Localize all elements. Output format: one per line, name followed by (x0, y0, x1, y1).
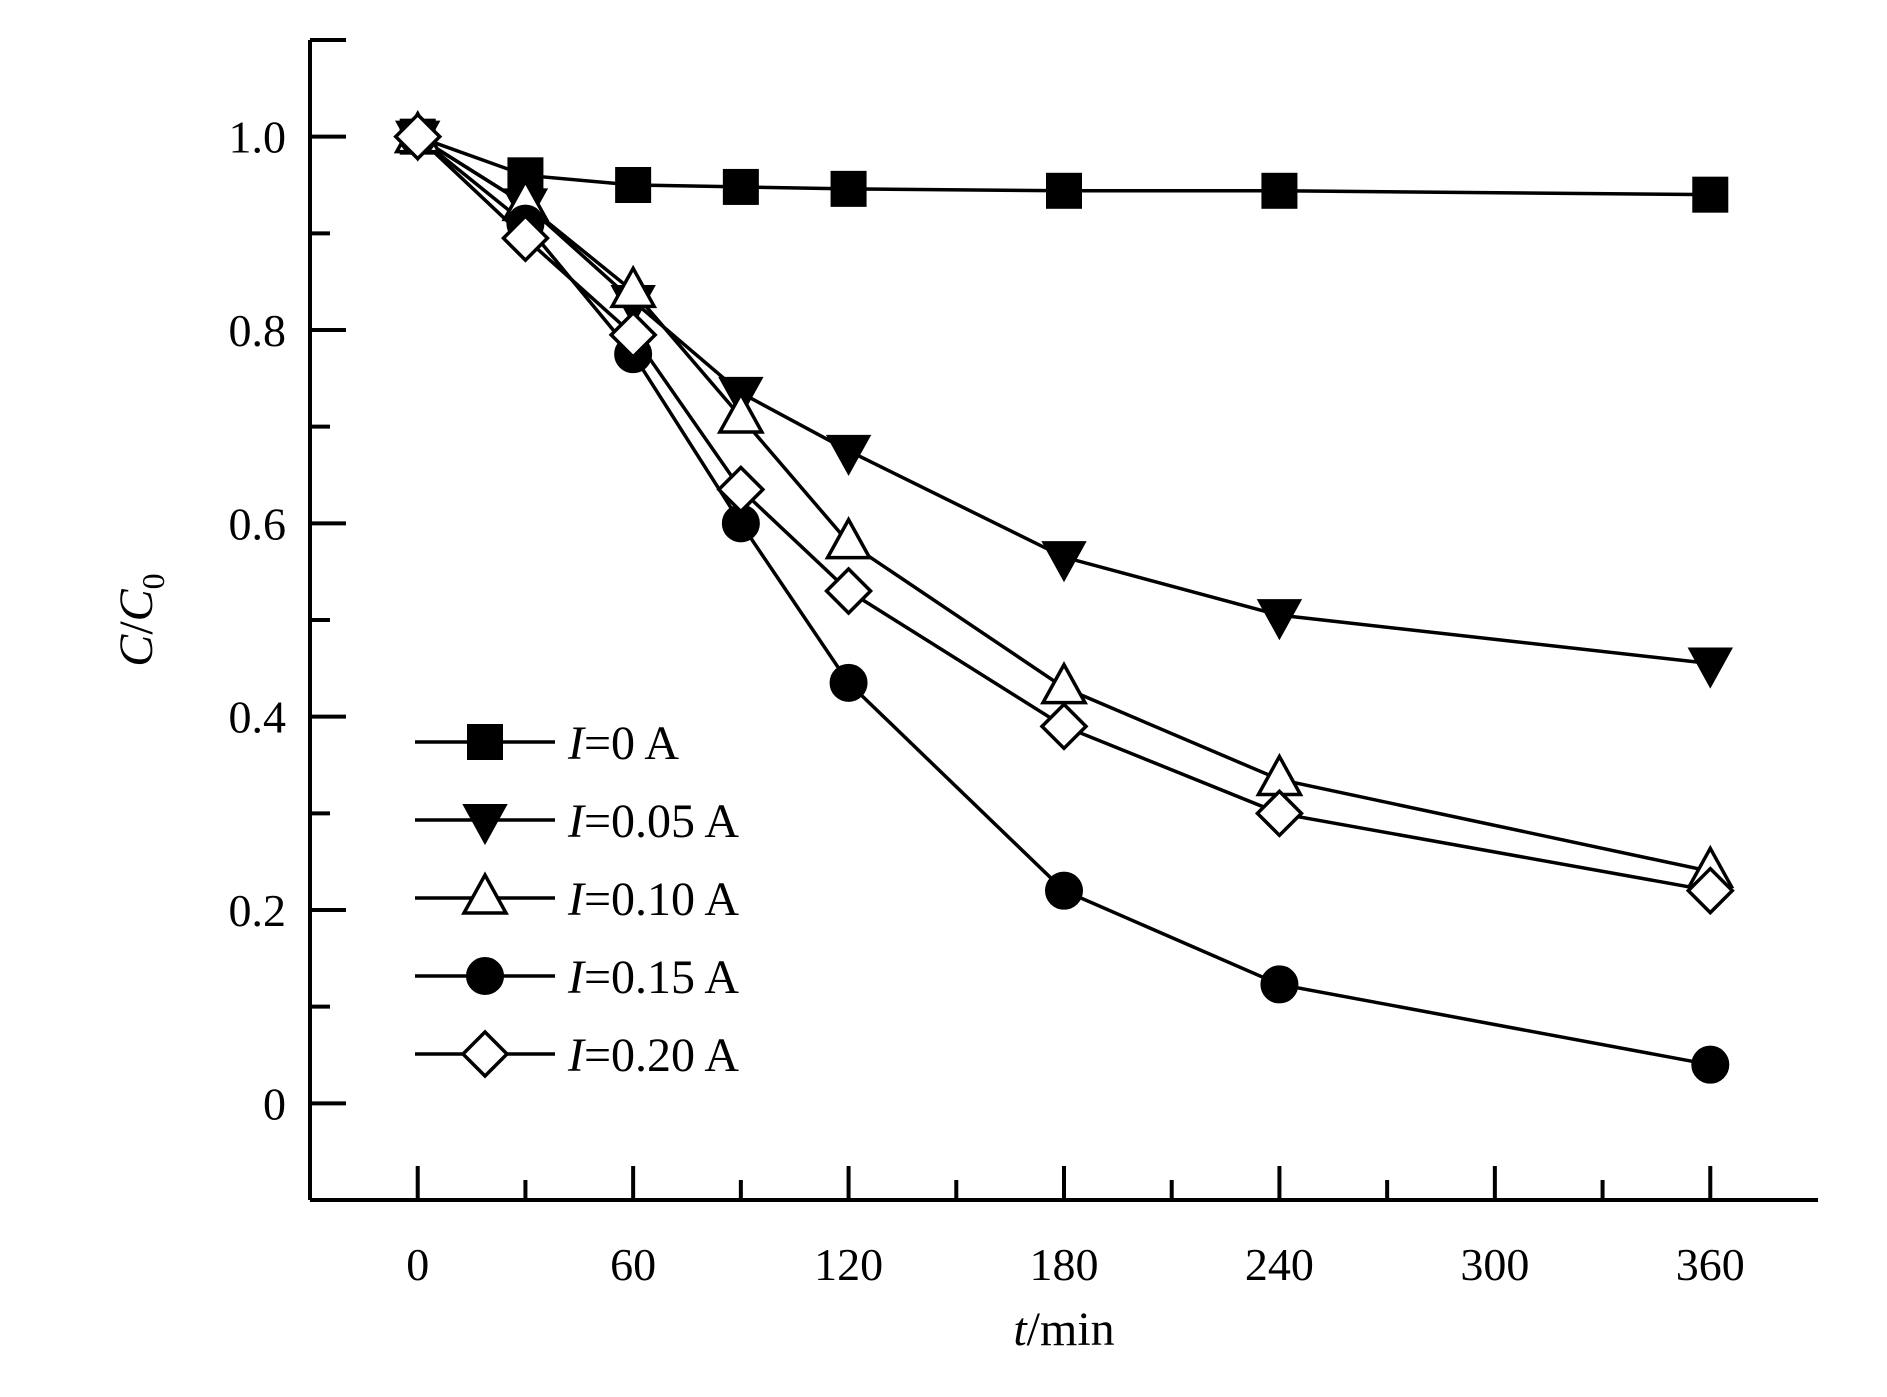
legend-label: I=0.10 A (567, 873, 739, 926)
data-point-series-4 (1039, 701, 1089, 751)
x-tick-label: 300 (1460, 1239, 1529, 1290)
data-point-series-4 (608, 310, 658, 360)
data-point-series-0 (830, 170, 867, 207)
data-point-series-2 (716, 390, 765, 434)
data-point-series-0 (1261, 172, 1298, 209)
y-axis-title: C/C0 (110, 573, 171, 666)
data-point-series-2 (1255, 752, 1304, 797)
series-line-1 (416, 135, 1711, 666)
series-group (393, 110, 1735, 1084)
data-point-series-3 (1691, 1045, 1730, 1084)
x-tick-label: 120 (814, 1239, 883, 1290)
data-point-series-2 (609, 264, 658, 309)
legend-marker (467, 724, 503, 760)
x-axis-title: t/min (1013, 1303, 1114, 1356)
series-line-3 (416, 135, 1711, 1067)
data-point-series-3 (1045, 871, 1083, 910)
legend: I=0 A I=0.05 A I=0.10 A I=0.15 A I=0.20 A (415, 717, 739, 1082)
y-tick-label: 0.2 (229, 885, 287, 936)
data-point-series-1 (1256, 599, 1303, 641)
data-point-series-4 (1685, 866, 1735, 916)
x-tick-label: 180 (1030, 1239, 1099, 1290)
y-tick-label: 1.0 (229, 112, 287, 163)
data-point-series-1 (1687, 647, 1733, 689)
data-point-series-3 (1260, 965, 1299, 1004)
data-point-series-1 (1041, 541, 1087, 583)
y-tick-label: 0.6 (229, 498, 287, 549)
legend-marker (461, 871, 509, 915)
axes-group: 0 60 120 180 240 300 360 0 0.2 0.4 0.6 0.8 1.0 t/min C… (110, 38, 1818, 1356)
legend-marker (462, 804, 508, 846)
x-tick-label: 60 (610, 1239, 656, 1290)
y-tick-label: 0 (263, 1078, 286, 1129)
y-tick-label: 0.4 (229, 692, 287, 743)
data-point-series-0 (722, 168, 759, 205)
legend-marker (460, 1029, 510, 1079)
data-point-series-3 (829, 663, 868, 702)
data-point-series-0 (615, 167, 652, 203)
x-tick-label: 360 (1676, 1239, 1745, 1290)
data-point-series-0 (1046, 172, 1082, 209)
legend-label: I=0.20 A (567, 1029, 739, 1082)
legend-label: I=0.15 A (567, 951, 739, 1004)
data-point-series-4 (824, 566, 874, 616)
legend-marker (466, 957, 504, 995)
x-tick-label: 0 (406, 1239, 429, 1290)
x-tick-label: 240 (1245, 1239, 1314, 1290)
data-point-series-4 (716, 465, 766, 514)
data-point-series-2 (1040, 661, 1088, 705)
legend-label: I=0.05 A (567, 795, 739, 848)
series-line-4 (416, 135, 1711, 893)
data-point-series-0 (1692, 176, 1729, 213)
y-tick-label: 0.8 (229, 305, 287, 356)
data-point-series-4 (393, 112, 443, 162)
data-point-series-4 (1254, 788, 1304, 838)
data-point-series-1 (825, 434, 872, 476)
data-point-series-4 (500, 213, 550, 263)
data-point-series-2 (824, 516, 873, 560)
legend-label: I=0 A (567, 717, 679, 770)
